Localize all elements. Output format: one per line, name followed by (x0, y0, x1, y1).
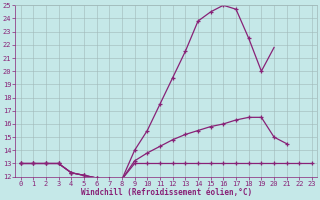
X-axis label: Windchill (Refroidissement éolien,°C): Windchill (Refroidissement éolien,°C) (81, 188, 252, 197)
